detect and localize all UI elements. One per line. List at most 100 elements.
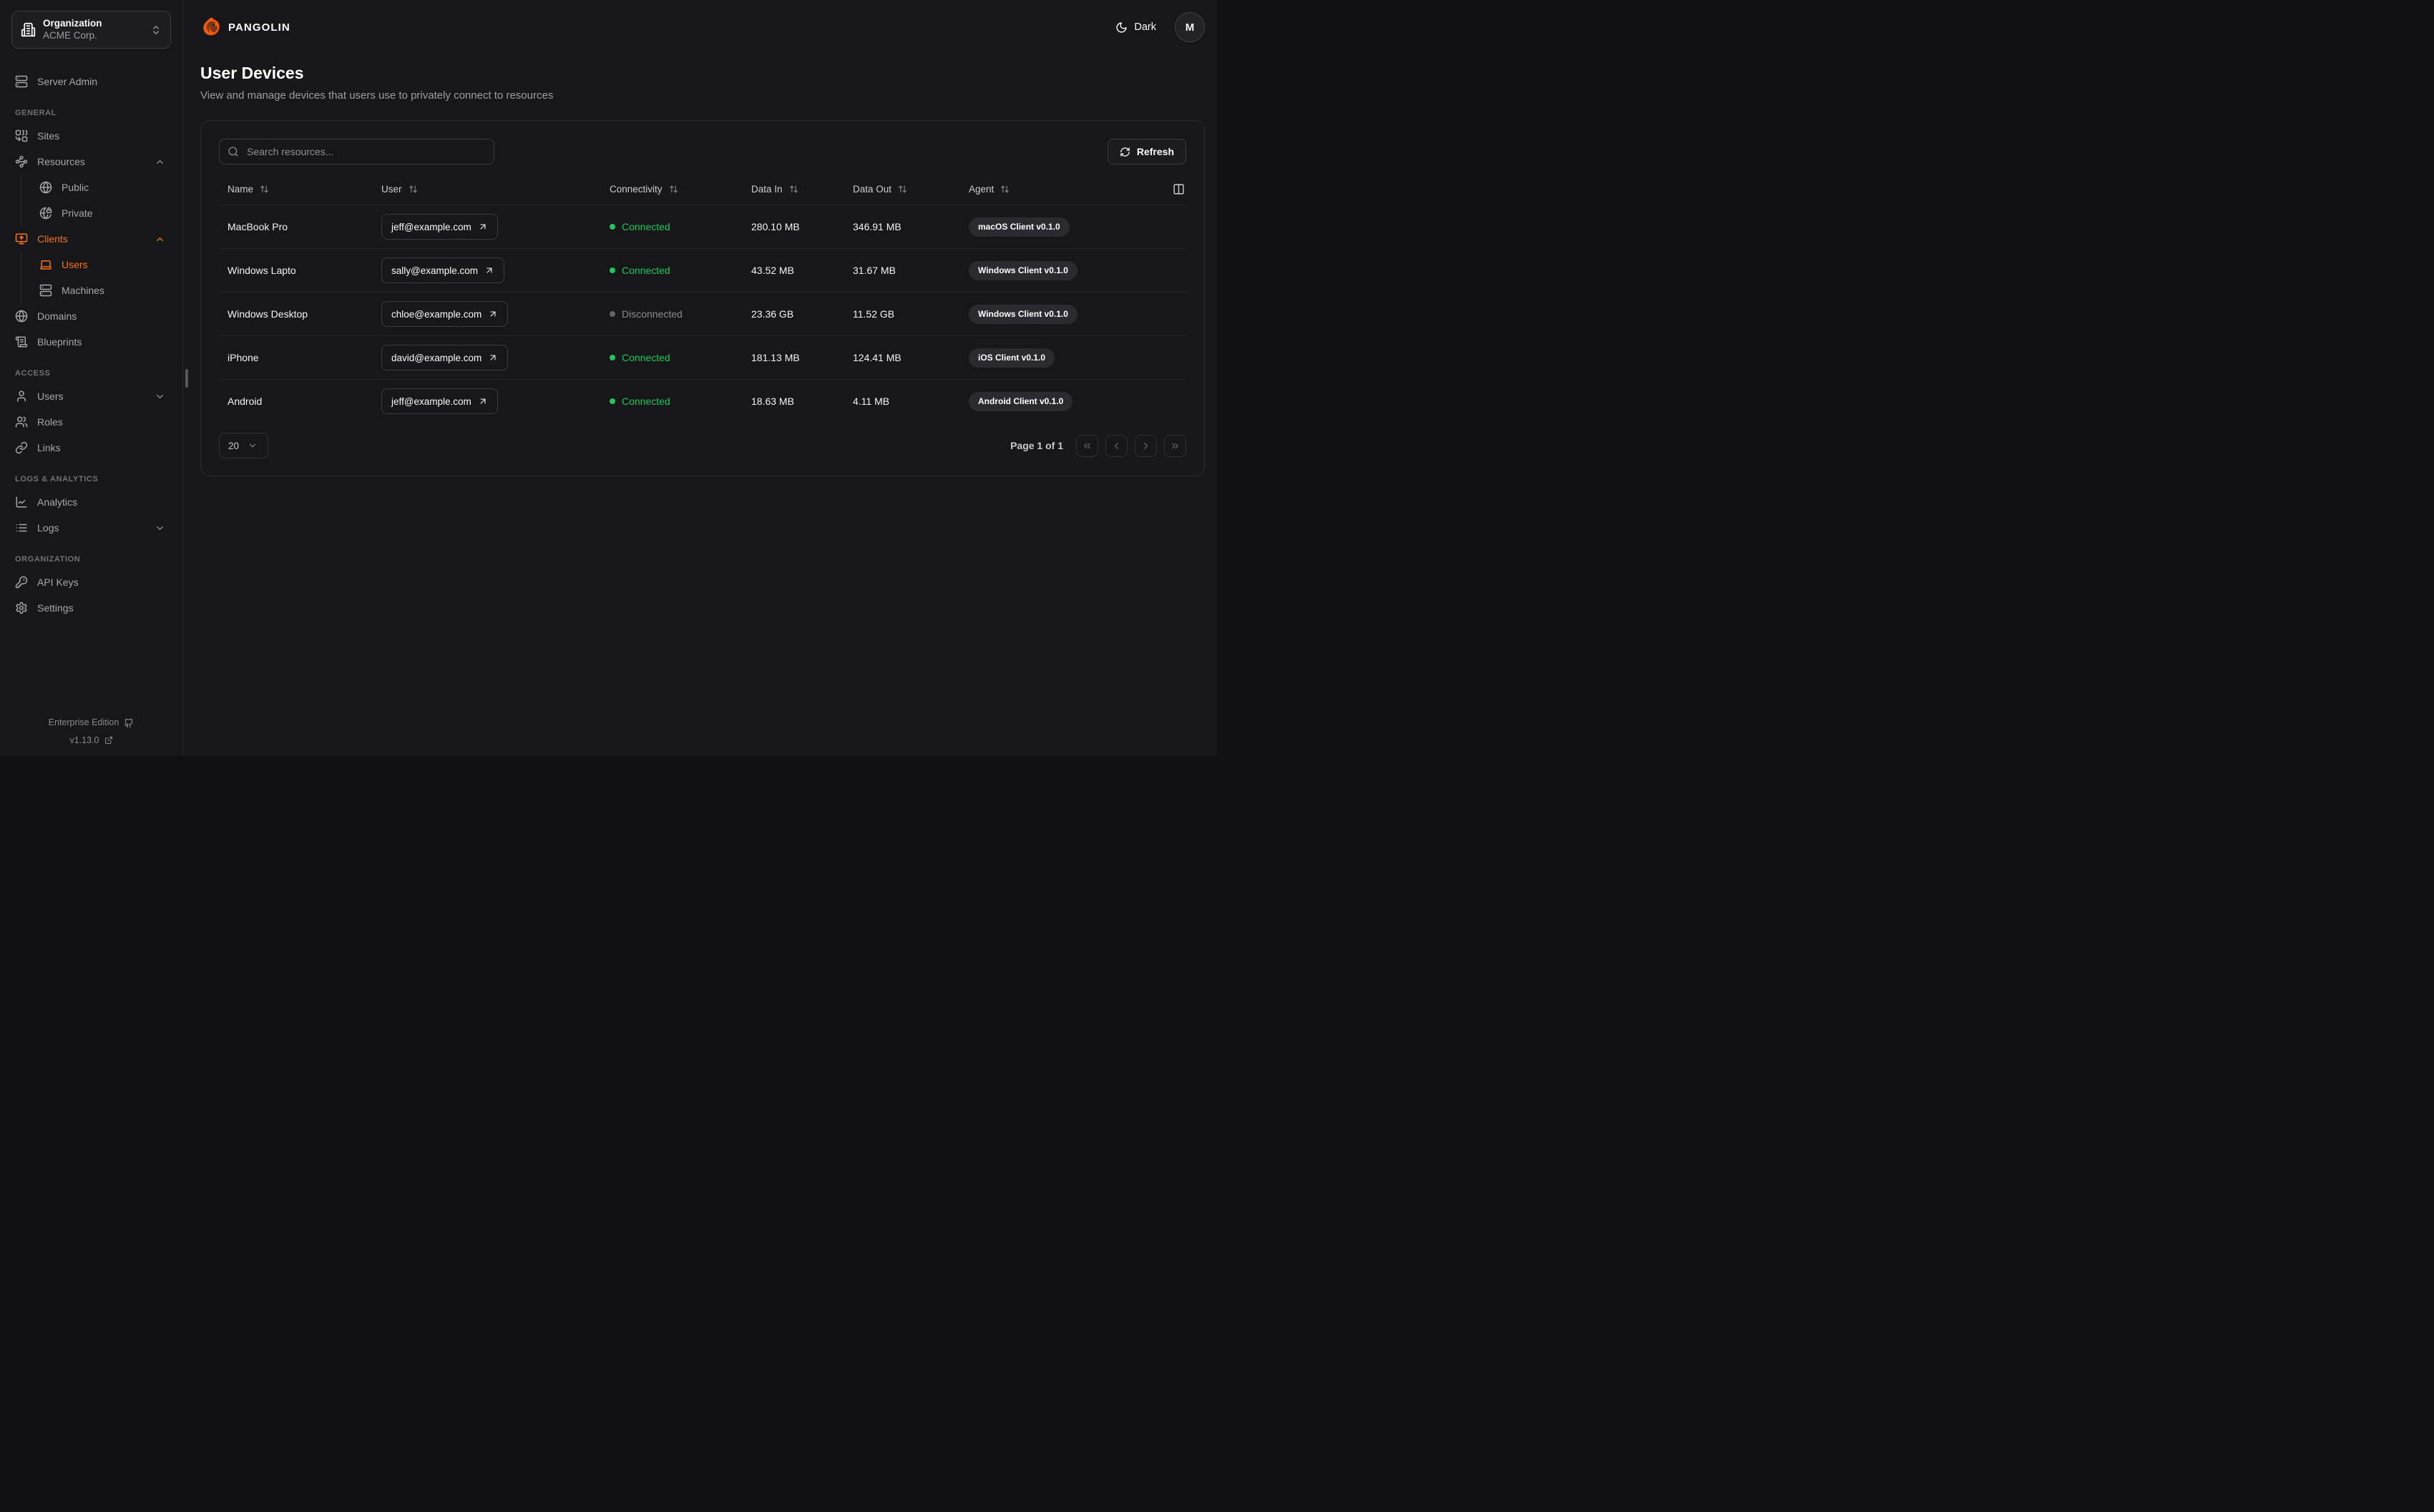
table-header-row: Name User Connectivity Data In: [219, 173, 1186, 205]
table-row[interactable]: iPhone david@example.com Connected 181.1…: [219, 335, 1186, 379]
app-root: Organization ACME Corp. Server Admin GEN…: [0, 0, 1217, 756]
theme-toggle[interactable]: Dark: [1115, 21, 1156, 34]
sidebar-item-public[interactable]: Public: [21, 175, 171, 200]
user-link-button[interactable]: chloe@example.com: [381, 301, 509, 327]
cell-data-out: 31.67 MB: [853, 265, 896, 276]
first-page-button[interactable]: [1076, 434, 1098, 457]
status-dot: [610, 398, 615, 404]
columns-toggle-icon[interactable]: [1162, 183, 1186, 195]
org-switcher[interactable]: Organization ACME Corp.: [11, 11, 171, 49]
sidebar-scrollbar-thumb[interactable]: [185, 369, 188, 388]
sidebar-item-clients[interactable]: Clients: [11, 226, 171, 252]
table-row[interactable]: Windows Desktop chloe@example.com Discon…: [219, 292, 1186, 335]
column-header-connectivity[interactable]: Connectivity: [601, 184, 743, 195]
sort-icon[interactable]: [898, 185, 907, 194]
sidebar-item-server-admin[interactable]: Server Admin: [11, 69, 171, 94]
sidebar-item-links[interactable]: Links: [11, 435, 171, 461]
column-header-user[interactable]: User: [373, 184, 601, 195]
sidebar: Organization ACME Corp. Server Admin GEN…: [0, 0, 183, 756]
user-link-button[interactable]: jeff@example.com: [381, 214, 498, 240]
sidebar-item-label: Machines: [62, 285, 104, 296]
chevrons-up-down-icon: [150, 24, 162, 36]
page-subtitle: View and manage devices that users use t…: [200, 89, 554, 102]
sidebar-item-label: Users: [62, 259, 88, 270]
previous-page-button[interactable]: [1105, 434, 1128, 457]
arrow-up-right-icon: [478, 222, 488, 232]
chevron-up-icon[interactable]: [155, 234, 165, 245]
sidebar-item-label: API Keys: [37, 576, 79, 588]
pagination: 20 Page 1 of 1: [219, 433, 1186, 458]
section-label-logs-analytics: LOGS & ANALYTICS: [15, 475, 99, 483]
sidebar-item-analytics[interactable]: Analytics: [11, 489, 171, 515]
sidebar-item-settings[interactable]: Settings: [11, 595, 171, 621]
sidebar-item-client-machines[interactable]: Machines: [21, 278, 171, 303]
sidebar-item-label: Server Admin: [37, 76, 98, 87]
arrow-up-right-icon: [488, 353, 498, 363]
chevron-up-icon[interactable]: [155, 157, 165, 167]
chevron-down-icon[interactable]: [155, 523, 165, 534]
sidebar-item-label: Logs: [37, 522, 59, 534]
page-size-value: 20: [228, 440, 240, 451]
sort-icon[interactable]: [409, 185, 418, 194]
user-link-button[interactable]: david@example.com: [381, 345, 509, 370]
column-header-data-out[interactable]: Data Out: [844, 184, 960, 195]
cell-data-out: 11.52 GB: [853, 308, 895, 320]
laptop-icon: [39, 258, 52, 271]
pangolin-logo-icon: [200, 16, 222, 38]
brand[interactable]: PANGOLIN: [200, 16, 290, 38]
sidebar-item-domains[interactable]: Domains: [11, 303, 171, 329]
user-link-button[interactable]: sally@example.com: [381, 257, 504, 283]
sidebar-item-private[interactable]: Private: [21, 200, 171, 226]
column-header-data-in[interactable]: Data In: [743, 184, 844, 195]
sidebar-item-sites[interactable]: Sites: [11, 123, 171, 149]
cell-data-out: 346.91 MB: [853, 221, 901, 232]
chevrons-left-icon: [1082, 441, 1093, 451]
table-row[interactable]: Android jeff@example.com Connected 18.63…: [219, 379, 1186, 423]
sort-icon[interactable]: [669, 185, 678, 194]
user-link-button[interactable]: jeff@example.com: [381, 388, 498, 414]
sidebar-footer: Enterprise Edition v1.13.0: [11, 710, 171, 757]
sidebar-item-resources[interactable]: Resources: [11, 149, 171, 175]
last-page-button[interactable]: [1164, 434, 1186, 457]
sidebar-item-users[interactable]: Users: [11, 383, 171, 409]
status-dot: [610, 311, 615, 317]
chevron-down-icon[interactable]: [155, 391, 165, 402]
table-row[interactable]: MacBook Pro jeff@example.com Connected 2…: [219, 205, 1186, 248]
sidebar-item-client-users[interactable]: Users: [21, 252, 171, 278]
chart-line-icon: [15, 496, 28, 509]
sidebar-item-roles[interactable]: Roles: [11, 409, 171, 435]
arrow-up-right-icon: [488, 309, 498, 319]
page-size-select[interactable]: 20: [219, 433, 268, 458]
sort-icon[interactable]: [1000, 185, 1010, 194]
sort-icon[interactable]: [260, 185, 269, 194]
sort-icon[interactable]: [789, 185, 798, 194]
link-icon: [15, 441, 28, 454]
sidebar-item-api-keys[interactable]: API Keys: [11, 569, 171, 595]
column-header-name[interactable]: Name: [219, 184, 373, 195]
sidebar-item-label: Users: [37, 391, 64, 402]
search-input[interactable]: [219, 139, 494, 165]
refresh-icon: [1120, 147, 1130, 157]
sidebar-item-logs[interactable]: Logs: [11, 515, 171, 541]
sidebar-item-label: Links: [37, 442, 61, 453]
user-icon: [15, 390, 28, 403]
topbar-right: Dark M: [1115, 12, 1205, 42]
status-badge: Connected: [610, 396, 670, 407]
sidebar-item-blueprints[interactable]: Blueprints: [11, 329, 171, 355]
page-title: User Devices: [200, 64, 304, 82]
table-row[interactable]: Windows Lapto sally@example.com Connecte…: [219, 248, 1186, 292]
status-badge: Disconnected: [610, 308, 683, 320]
section-label-organization: ORGANIZATION: [15, 555, 81, 564]
external-link-icon[interactable]: [104, 736, 113, 745]
pagination-controls: Page 1 of 1: [1010, 434, 1186, 457]
status-badge: Connected: [610, 221, 670, 232]
github-icon[interactable]: [124, 718, 134, 728]
avatar[interactable]: M: [1175, 12, 1205, 42]
next-page-button[interactable]: [1135, 434, 1157, 457]
refresh-button[interactable]: Refresh: [1107, 139, 1186, 165]
column-header-agent[interactable]: Agent: [960, 184, 1162, 195]
sidebar-item-label: Domains: [37, 310, 77, 322]
sidebar-item-label: Clients: [37, 233, 68, 245]
globe-lock-icon: [39, 207, 52, 220]
main-content: PANGOLIN Dark M User Devices View and ma…: [183, 0, 1222, 756]
